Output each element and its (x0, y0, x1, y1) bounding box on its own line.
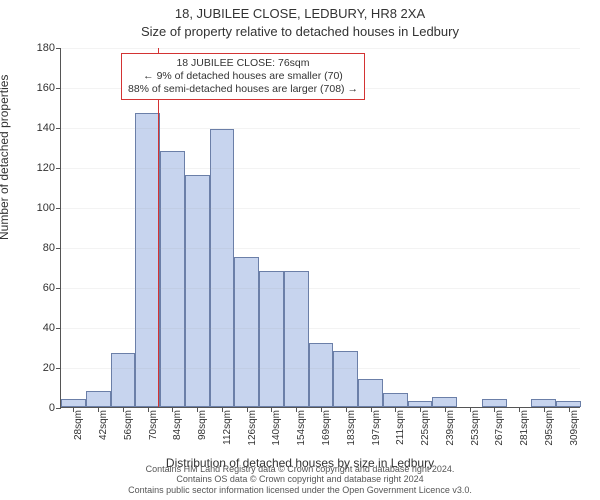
x-tick-label: 239sqm (445, 410, 456, 450)
bar (86, 391, 111, 407)
y-tick-label: 120 (37, 162, 55, 174)
x-tick-label: 84sqm (172, 410, 183, 450)
gridline (61, 368, 580, 369)
y-tick-label: 0 (49, 402, 55, 414)
chart-title-line2: Size of property relative to detached ho… (0, 24, 600, 39)
x-tick-label: 211sqm (395, 410, 406, 450)
y-tick (56, 128, 61, 129)
gridline (61, 208, 580, 209)
y-tick (56, 48, 61, 49)
credits-line2: Contains OS data © Crown copyright and d… (0, 474, 600, 485)
y-tick (56, 408, 61, 409)
x-tick-label: 281sqm (519, 410, 530, 450)
bars-group (61, 48, 580, 407)
y-tick (56, 328, 61, 329)
y-tick-label: 180 (37, 42, 55, 54)
x-tick-label: 42sqm (98, 410, 109, 450)
bar (333, 351, 358, 407)
y-tick-label: 160 (37, 82, 55, 94)
bar (234, 257, 259, 407)
x-tick-label: 183sqm (346, 410, 357, 450)
x-tick-label: 225sqm (420, 410, 431, 450)
annotation-line3: 88% of semi-detached houses are larger (… (128, 83, 358, 96)
bar (135, 113, 160, 407)
credits: Contains HM Land Registry data © Crown c… (0, 464, 600, 496)
bar (111, 353, 136, 407)
x-tick-label: 253sqm (470, 410, 481, 450)
y-tick (56, 368, 61, 369)
x-tick-label: 56sqm (123, 410, 134, 450)
y-tick-label: 100 (37, 202, 55, 214)
gridline (61, 48, 580, 49)
gridline (61, 128, 580, 129)
bar (432, 397, 457, 407)
y-tick-label: 60 (43, 282, 55, 294)
bar (358, 379, 383, 407)
y-tick (56, 248, 61, 249)
gridline (61, 248, 580, 249)
bar (210, 129, 235, 407)
y-tick-label: 80 (43, 242, 55, 254)
x-tick-label: 70sqm (148, 410, 159, 450)
y-tick-label: 40 (43, 322, 55, 334)
y-tick (56, 208, 61, 209)
y-tick (56, 168, 61, 169)
bar (531, 399, 556, 407)
y-tick (56, 288, 61, 289)
bar (383, 393, 408, 407)
y-tick (56, 88, 61, 89)
x-tick-label: 154sqm (296, 410, 307, 450)
credits-line1: Contains HM Land Registry data © Crown c… (0, 464, 600, 475)
annotation-line2: ← 9% of detached houses are smaller (70) (128, 70, 358, 83)
x-tick-label: 267sqm (494, 410, 505, 450)
x-tick-label: 309sqm (569, 410, 580, 450)
plot-area: 02040608010012014016018028sqm42sqm56sqm7… (60, 48, 580, 408)
bar (284, 271, 309, 407)
bar (482, 399, 507, 407)
chart-title-line1: 18, JUBILEE CLOSE, LEDBURY, HR8 2XA (0, 6, 600, 21)
y-tick-label: 20 (43, 362, 55, 374)
credits-line3: Contains public sector information licen… (0, 485, 600, 496)
bar (61, 399, 86, 407)
marker-annotation: 18 JUBILEE CLOSE: 76sqm← 9% of detached … (121, 53, 365, 100)
bar (185, 175, 210, 407)
x-tick-label: 169sqm (321, 410, 332, 450)
gridline (61, 168, 580, 169)
annotation-line1: 18 JUBILEE CLOSE: 76sqm (128, 57, 358, 70)
x-tick-label: 98sqm (197, 410, 208, 450)
x-tick-label: 197sqm (371, 410, 382, 450)
marker-line (158, 48, 159, 407)
x-tick-label: 112sqm (222, 410, 233, 450)
bar (259, 271, 284, 407)
chart-container: 18, JUBILEE CLOSE, LEDBURY, HR8 2XA Size… (0, 0, 600, 500)
bar (309, 343, 334, 407)
y-axis-label: Number of detached properties (0, 75, 11, 240)
gridline (61, 288, 580, 289)
x-tick-label: 140sqm (271, 410, 282, 450)
x-tick-label: 295sqm (544, 410, 555, 450)
gridline (61, 328, 580, 329)
x-tick-label: 126sqm (247, 410, 258, 450)
x-tick-label: 28sqm (73, 410, 84, 450)
y-tick-label: 140 (37, 122, 55, 134)
